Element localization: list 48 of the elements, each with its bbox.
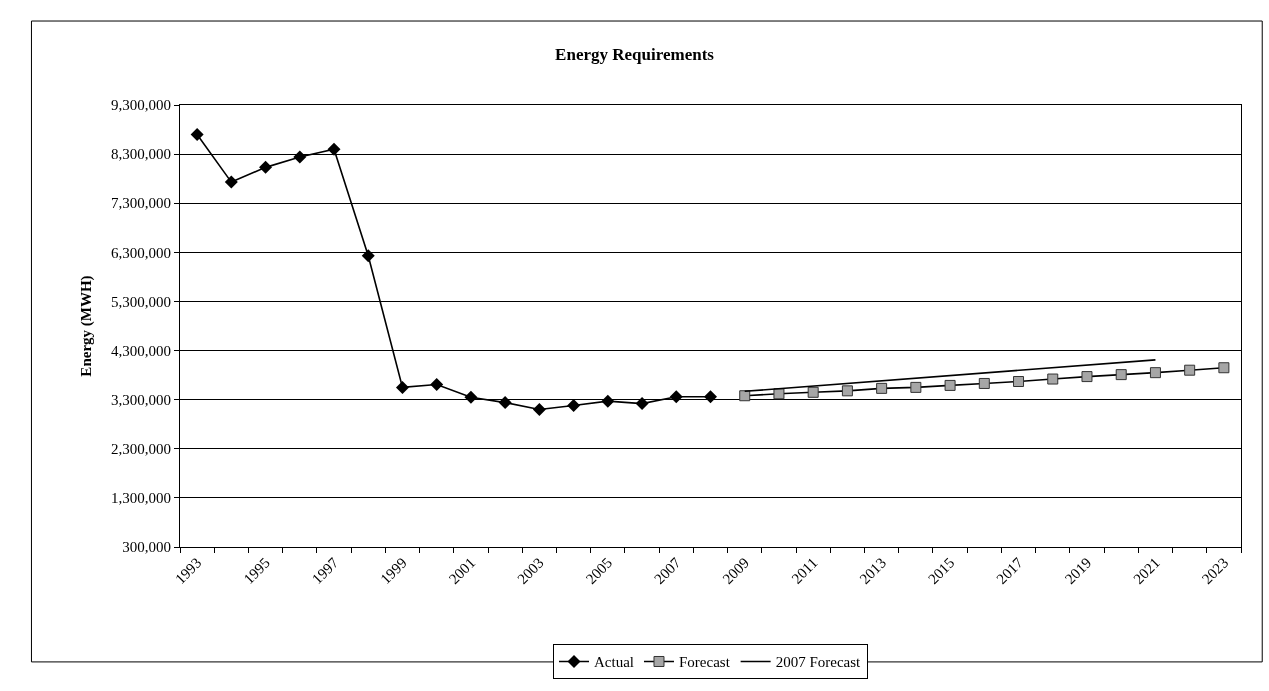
point xyxy=(1013,376,1025,387)
point xyxy=(259,160,273,174)
point xyxy=(601,394,615,408)
chart-title: Energy Requirements xyxy=(555,45,715,65)
point xyxy=(190,127,204,141)
point xyxy=(704,390,717,404)
x-tick-label: 2011 xyxy=(788,554,821,587)
point xyxy=(1081,371,1093,383)
y-tick-label: 2,300,000 xyxy=(111,441,171,458)
point xyxy=(876,382,888,394)
point xyxy=(567,399,581,413)
point xyxy=(910,381,922,393)
legend-label: Actual xyxy=(594,654,634,671)
y-tick-label: 6,300,000 xyxy=(111,244,171,261)
point xyxy=(739,390,751,402)
point xyxy=(807,386,819,398)
point xyxy=(361,249,375,263)
point xyxy=(635,397,649,411)
y-tick-label: 300,000 xyxy=(122,539,171,556)
point xyxy=(1184,364,1196,376)
y-tick-label: 5,300,000 xyxy=(111,293,171,310)
point xyxy=(1047,373,1059,385)
point xyxy=(327,142,341,156)
y-axis-title: Energy (MWH) xyxy=(78,275,96,377)
point xyxy=(978,377,990,389)
point xyxy=(944,379,956,391)
point xyxy=(1218,362,1230,374)
point xyxy=(841,385,853,397)
legend-label: 2007 Forecast xyxy=(775,654,862,671)
point xyxy=(1149,367,1161,379)
point xyxy=(1115,369,1127,381)
point xyxy=(532,402,546,416)
point xyxy=(464,390,478,404)
x-tick-label: 2021 xyxy=(1130,554,1163,588)
legend-label: Forecast xyxy=(678,654,731,671)
point xyxy=(395,380,409,394)
y-tick-label: 3,300,000 xyxy=(111,391,171,408)
point xyxy=(498,396,512,410)
y-tick-label: 1,300,000 xyxy=(111,490,171,507)
y-tick-label: 8,300,000 xyxy=(111,146,171,163)
point xyxy=(430,377,444,391)
point xyxy=(224,175,238,189)
point xyxy=(669,390,683,404)
y-tick-label: 4,300,000 xyxy=(111,342,171,359)
point xyxy=(773,388,785,400)
y-tick-label: 7,300,000 xyxy=(111,195,171,212)
y-tick-label: 9,300,000 xyxy=(111,97,171,114)
point xyxy=(293,150,307,164)
